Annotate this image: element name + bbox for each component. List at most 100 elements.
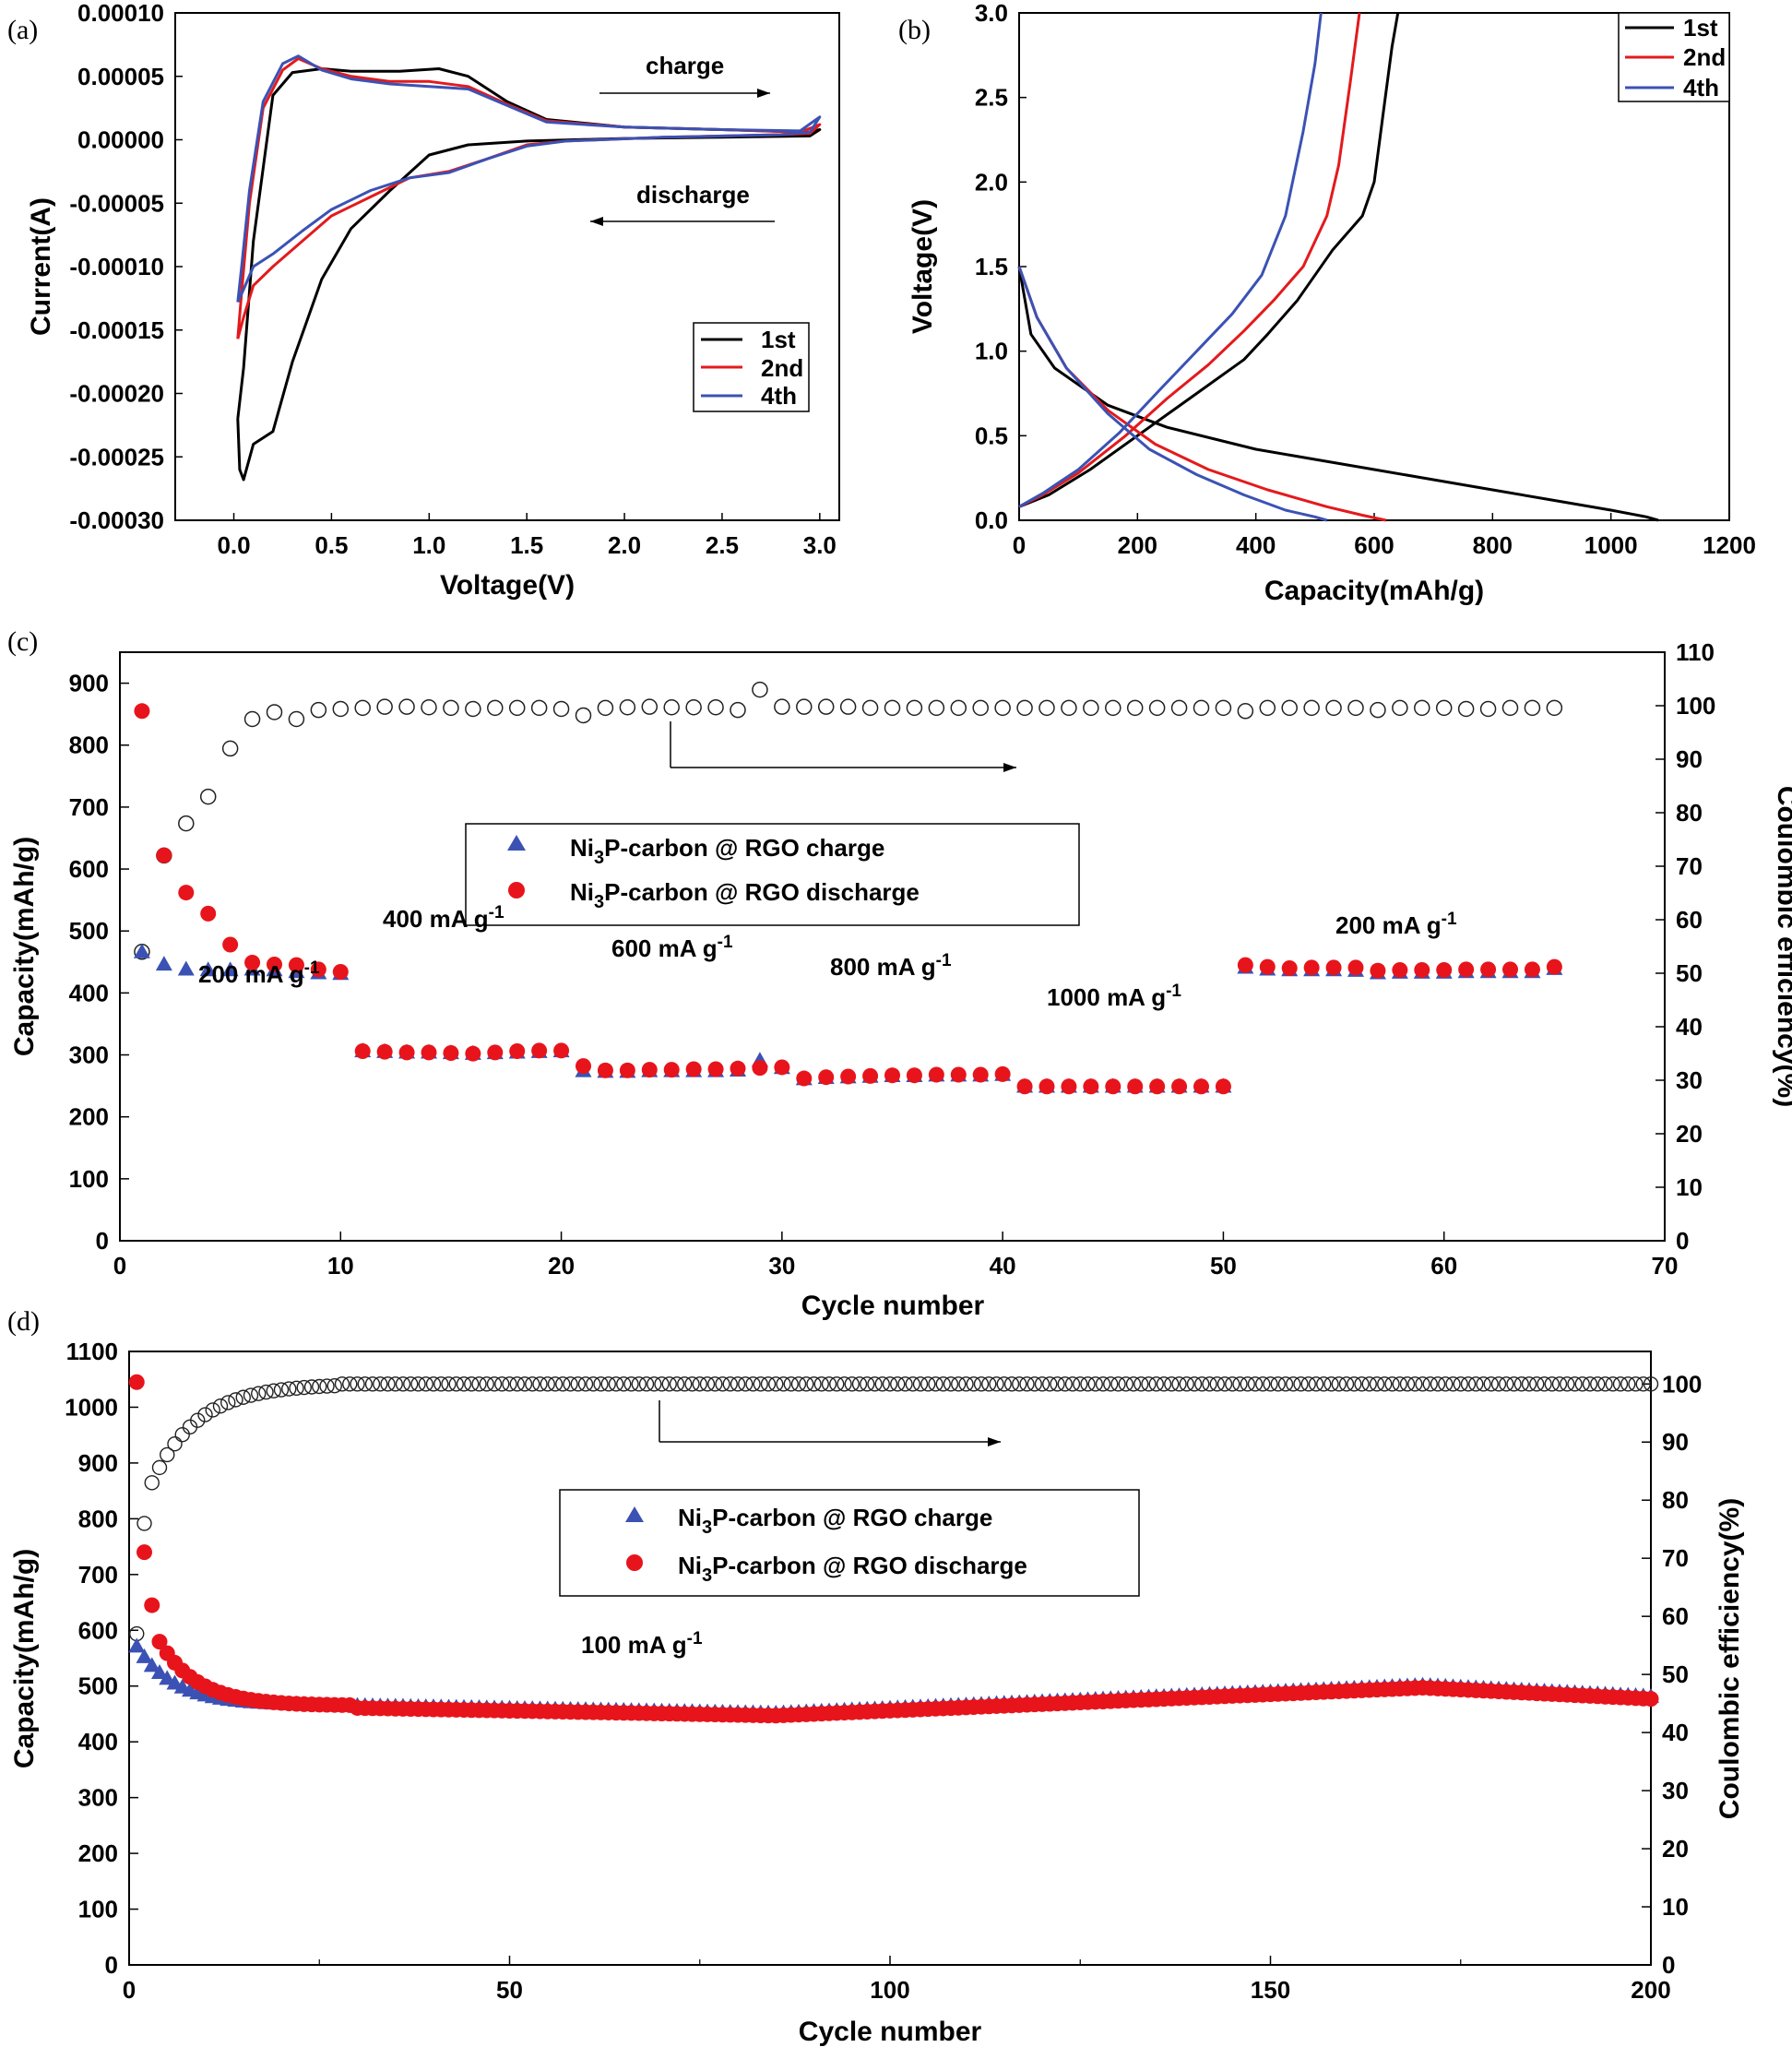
legend-c-discharge: Ni3P-carbon @ RGO discharge: [570, 878, 920, 912]
c-efficiency-point: [1126, 699, 1144, 717]
d-efficiency-point: [387, 1376, 403, 1392]
d-discharge-point: [1643, 1691, 1659, 1708]
d-xtick-label: 50: [496, 1976, 523, 2004]
d-efficiency-point: [1034, 1376, 1050, 1392]
panel-c-rate-labels: 200 mA g-1 400 mA g-1 600 mA g-1 800 mA …: [198, 903, 1457, 1011]
d-efficiency-point: [1080, 1376, 1096, 1392]
c-discharge-point: [818, 1069, 835, 1086]
a-xtick-label: 3.0: [803, 531, 837, 559]
d-efficiency-point: [486, 1376, 503, 1392]
d-efficiency-point: [1445, 1376, 1461, 1392]
c-efficiency-point: [884, 699, 901, 717]
c-efficiency-point: [530, 699, 548, 717]
c-ytick-label: 700: [69, 793, 109, 821]
d-efficiency-point: [1422, 1376, 1438, 1392]
c-efficiency-point: [1237, 703, 1254, 720]
d-efficiency-point: [882, 1376, 898, 1392]
legend-d-charge-marker: [625, 1506, 644, 1522]
d-y2tick-label: 30: [1662, 1777, 1689, 1804]
c-discharge-point: [1524, 961, 1540, 978]
d-efficiency-point: [1612, 1376, 1629, 1392]
d-efficiency-point: [837, 1376, 852, 1392]
d-efficiency-point: [1042, 1376, 1058, 1392]
legend-b-2nd: 2nd: [1683, 43, 1726, 71]
d-efficiency-point: [1263, 1376, 1278, 1392]
c-discharge-point: [509, 1042, 526, 1059]
d-efficiency-point: [380, 1376, 396, 1392]
b-ytick-label: 1.0: [975, 338, 1008, 365]
d-y2tick-label: 50: [1662, 1660, 1689, 1688]
c-discharge-point: [465, 1045, 481, 1062]
d-efficiency-point: [1027, 1376, 1042, 1392]
d-efficiency-point: [1103, 1376, 1119, 1392]
c-efficiency-point: [597, 699, 614, 717]
d-efficiency-point: [1050, 1376, 1065, 1392]
c-y2tick-label: 100: [1676, 692, 1715, 720]
d-y2tick-label: 10: [1662, 1893, 1689, 1921]
c-efficiency-point: [421, 698, 437, 716]
d-efficiency-point: [1590, 1376, 1606, 1392]
d-efficiency-point: [623, 1376, 639, 1392]
d-efficiency-point: [1551, 1376, 1568, 1392]
c-discharge-point: [487, 1044, 504, 1061]
b-xtick-label: 800: [1473, 531, 1513, 559]
c-efficiency-point: [443, 699, 459, 717]
c-discharge-point: [1215, 1078, 1231, 1095]
legend-c-discharge-marker: [508, 882, 525, 899]
c-discharge-point: [1480, 961, 1497, 978]
d-efficiency-point: [364, 1376, 381, 1392]
c-efficiency-point: [994, 699, 1011, 717]
d-efficiency-point: [433, 1376, 449, 1392]
panel-c: (c) 0 10 20 30 40 50 60 70010020030040050060070…: [7, 626, 1792, 1321]
c-ytick-label: 800: [69, 732, 109, 759]
c-efficiency-point: [1105, 699, 1121, 717]
d-efficiency-point: [1125, 1376, 1142, 1392]
d-efficiency-point: [136, 1516, 152, 1531]
c-efficiency-point: [354, 699, 371, 717]
d-y2tick-label: 100: [1662, 1370, 1702, 1398]
c-discharge-point: [443, 1045, 459, 1062]
c-charge-point: [199, 961, 217, 977]
d-y2tick-label: 80: [1662, 1486, 1689, 1514]
d-efficiency-point: [715, 1376, 730, 1392]
c-efficiency-point: [839, 698, 857, 715]
c-discharge-point: [398, 1044, 415, 1061]
c-y2tick-label: 40: [1676, 1013, 1703, 1041]
d-efficiency-point: [1483, 1376, 1499, 1392]
d-efficiency-point: [174, 1427, 190, 1443]
gcd-discharge-curve-4th: [1017, 266, 1328, 522]
d-efficiency-point: [905, 1376, 920, 1392]
d-efficiency-point: [920, 1376, 936, 1392]
d-efficiency-point: [1171, 1376, 1187, 1392]
c-discharge-point: [928, 1066, 944, 1083]
c-discharge-point: [1325, 959, 1342, 976]
d-efficiency-point: [1133, 1376, 1149, 1392]
c-discharge-point: [376, 1043, 393, 1060]
c-efficiency-point: [552, 700, 570, 718]
a-ytick-label: -0.00005: [69, 189, 164, 217]
d-efficiency-point: [418, 1376, 433, 1392]
c-discharge-point: [553, 1042, 570, 1059]
rate-label-200-b: 200 mA g-1: [1335, 910, 1457, 939]
c-efficiency-point: [861, 699, 879, 717]
d-efficiency-point: [730, 1376, 746, 1392]
d-efficiency-point: [464, 1376, 480, 1392]
c-efficiency-point: [685, 698, 702, 716]
c-discharge-point: [354, 1042, 371, 1059]
c-discharge-point: [906, 1067, 922, 1084]
d-efficiency-point: [273, 1382, 290, 1398]
d-efficiency-point: [1338, 1376, 1355, 1392]
d-efficiency-point: [471, 1376, 487, 1392]
c-discharge-point: [1259, 958, 1276, 975]
d-ytick-label: 700: [78, 1561, 118, 1589]
d-efficiency-point: [981, 1376, 997, 1392]
a-xtick-label: 1.5: [510, 531, 543, 559]
legend-b-4th: 4th: [1683, 74, 1719, 101]
d-efficiency-point: [1316, 1376, 1332, 1392]
d-efficiency-point: [1095, 1376, 1111, 1392]
d-ytick-label: 800: [78, 1505, 118, 1532]
d-efficiency-point: [973, 1376, 990, 1392]
d-efficiency-point: [410, 1376, 426, 1392]
d-efficiency-point: [958, 1376, 974, 1392]
c-efficiency-point: [178, 815, 195, 832]
